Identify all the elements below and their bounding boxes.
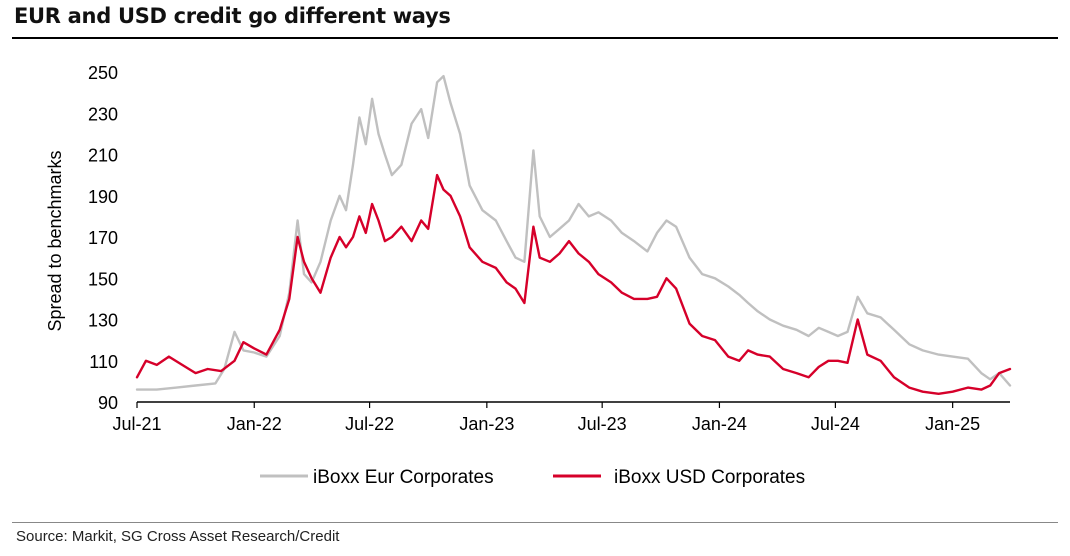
x-tick-label: Jul-21 — [112, 414, 161, 434]
series-line-eur — [135, 74, 1012, 391]
y-tick-label: 90 — [98, 393, 118, 413]
series-layer — [135, 74, 1012, 395]
y-tick-label: 170 — [88, 228, 118, 248]
source-rule — [12, 522, 1058, 523]
x-tick-label: Jul-24 — [811, 414, 860, 434]
y-tick-label: 150 — [88, 269, 118, 289]
y-tick-label: 110 — [89, 352, 118, 372]
y-axis-label: Spread to benchmarks — [45, 150, 65, 331]
x-tick-label: Jul-22 — [345, 414, 394, 434]
legend: iBoxx Eur Corporates iBoxx USD Corporates — [260, 467, 805, 488]
y-tick-label: 230 — [88, 104, 118, 124]
page-title: EUR and USD credit go different ways — [14, 4, 451, 28]
x-tick-label: Jan-24 — [692, 414, 747, 434]
y-tick-label: 250 — [88, 63, 118, 83]
title-rule — [12, 37, 1058, 39]
y-tick-label: 210 — [88, 146, 118, 166]
legend-label: iBoxx USD Corporates — [614, 467, 805, 488]
x-tick-label: Jan-23 — [459, 414, 514, 434]
y-axis: 90 110 130 150 170 190 210 230 250 — [88, 63, 118, 413]
source-note: Source: Markit, SG Cross Asset Research/… — [16, 528, 340, 545]
legend-label: iBoxx Eur Corporates — [313, 467, 494, 488]
y-tick-label: 190 — [88, 187, 118, 207]
x-tick-label: Jan-25 — [925, 414, 980, 434]
series-line-usd — [135, 173, 1012, 395]
x-tick-label: Jul-23 — [578, 414, 627, 434]
x-tick-label: Jan-22 — [227, 414, 282, 434]
x-axis: Jul-21 Jan-22 Jul-22 Jan-23 Jul-23 Jan-24 Jul-… — [112, 401, 1010, 434]
y-tick-label: 130 — [88, 311, 118, 331]
